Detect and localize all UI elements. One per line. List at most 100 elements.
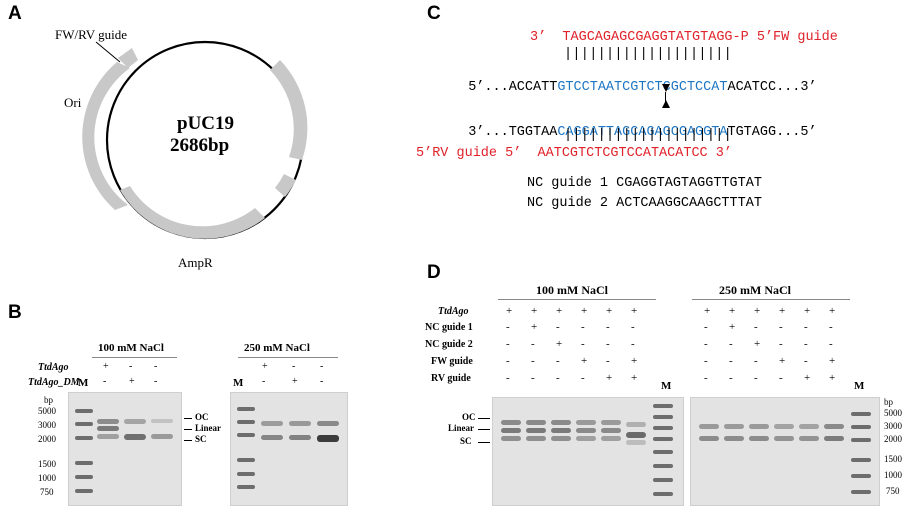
b-gel2-marker-label: M (233, 377, 244, 389)
cleavage-arrow-down (662, 84, 670, 92)
d-sign-cell: - (704, 321, 708, 333)
ladder-band (653, 415, 673, 419)
d-gel2-title-rule (692, 299, 850, 300)
plasmid-size: 2686bp (170, 135, 230, 156)
b-g2-r2-s3: - (320, 376, 324, 387)
d-sign-cell: + (729, 321, 736, 333)
d-sign-cell: + (829, 372, 836, 384)
d-bp-label: bp (884, 397, 893, 407)
b-gel-100mm (68, 392, 182, 506)
d-sign-cell: + (556, 305, 563, 317)
d-sign-cell: - (829, 338, 833, 350)
ori-feature (82, 62, 130, 210)
linear-band (526, 428, 546, 433)
sc-band (551, 436, 571, 441)
feature-right-arrow (270, 60, 308, 160)
d-sc-label: SC (460, 436, 472, 446)
sc-band (626, 440, 646, 445)
d-sign-cell: + (581, 305, 588, 317)
b-ladder-2000: 2000 (38, 434, 56, 444)
b-g1-r1-s3: - (154, 361, 158, 372)
d-gel1-marker-label: M (661, 380, 672, 392)
b-ladder-3000: 3000 (38, 420, 56, 430)
d-sign-cell: - (779, 338, 783, 350)
ampr-label: AmpR (178, 255, 213, 270)
d-sign-cell: + (631, 355, 638, 367)
d-sign-cell: - (729, 372, 733, 384)
d-sign-cell: + (779, 355, 786, 367)
d-ladder-2000: 2000 (884, 434, 902, 444)
d-sign-cell: - (631, 338, 635, 350)
ladder-band (653, 492, 673, 496)
d-row-label: NC guide 2 (425, 339, 473, 350)
top-strand-target: GTCCTAATCGTCTCGCTCCAT (557, 80, 728, 95)
sc-band (526, 436, 546, 441)
oc-band (501, 420, 521, 425)
d-sign-cell: - (531, 355, 535, 367)
d-sign-cell: - (506, 321, 510, 333)
d-sign-cell: - (804, 338, 808, 350)
b-gel1-title: 100 mM NaCl (98, 342, 164, 354)
d-linear-label: Linear (448, 423, 474, 433)
d-sign-cell: + (804, 372, 811, 384)
d-row-label: RV guide (431, 373, 471, 384)
b-gel2-title-rule (238, 357, 338, 358)
ladder-band (851, 412, 871, 416)
bottom-strand-target: CAGGATTAGCAGAGCGAGGTA (557, 125, 728, 140)
d-sign-cell: + (804, 305, 811, 317)
d-sign-cell: + (829, 355, 836, 367)
d-sign-cell: + (606, 305, 613, 317)
sc-band (724, 436, 744, 441)
sc-band (151, 434, 173, 439)
cleavage-line (665, 92, 666, 102)
d-sign-cell: - (631, 321, 635, 333)
sc-band (749, 436, 769, 441)
d-sign-cell: - (729, 355, 733, 367)
linear-band (551, 428, 571, 433)
oc-band (824, 424, 844, 429)
b-row-label-text: TtdAgo_DM (28, 377, 80, 388)
d-gel2-title: 250 mM NaCl (719, 283, 791, 297)
sc-band (824, 436, 844, 441)
bottom-strand-prefix: 3’...TGGTAA (468, 125, 558, 140)
sc-band (317, 435, 339, 442)
b-g1-r1-s1: + (103, 361, 109, 372)
d-sign-cell: + (779, 305, 786, 317)
d-sign-cell: - (704, 338, 708, 350)
d-row-label: TtdAgo (438, 306, 469, 317)
d-sign-cell: + (581, 355, 588, 367)
b-g2-r2-s2: + (292, 376, 298, 387)
b-gel-250mm (230, 392, 348, 506)
d-linear-tick (478, 429, 490, 430)
oc-band (749, 424, 769, 429)
sc-band (289, 435, 311, 440)
linear-band (601, 428, 621, 433)
ladder-band (653, 404, 673, 408)
panel-b-letter: B (8, 302, 22, 323)
ladder-band (851, 458, 871, 462)
ladder-band (851, 490, 871, 494)
d-gel1-title: 100 mM NaCl (536, 283, 608, 297)
b-g2-r1-s1: + (262, 361, 268, 372)
d-sign-cell: - (581, 372, 585, 384)
oc-band (774, 424, 794, 429)
d-sign-cell: - (829, 321, 833, 333)
ladder-band (851, 474, 871, 478)
d-sign-cell: - (581, 321, 585, 333)
d-sign-cell: - (556, 321, 560, 333)
d-sign-cell: - (704, 355, 708, 367)
d-sign-cell: - (506, 355, 510, 367)
top-strand-prefix: 5’...ACCATT (468, 80, 558, 95)
bottom-strand: 3’...TGGTAACAGGATTAGCAGAGCGAGGTATGTAGG..… (452, 110, 816, 140)
b-sc-tick (184, 440, 192, 441)
d-sign-cell: - (606, 338, 610, 350)
oc-band (289, 421, 311, 426)
d-gel-250mm (690, 397, 880, 506)
d-sign-cell: + (531, 321, 538, 333)
d-ladder-750: 750 (886, 486, 900, 496)
b-gel1-marker-label: M (78, 377, 89, 389)
d-sign-cell: - (754, 321, 758, 333)
rv-pairing-bars: |||||||||||||||||||| (564, 128, 733, 143)
ampr-feature (120, 186, 265, 239)
d-oc-label: OC (462, 412, 476, 422)
